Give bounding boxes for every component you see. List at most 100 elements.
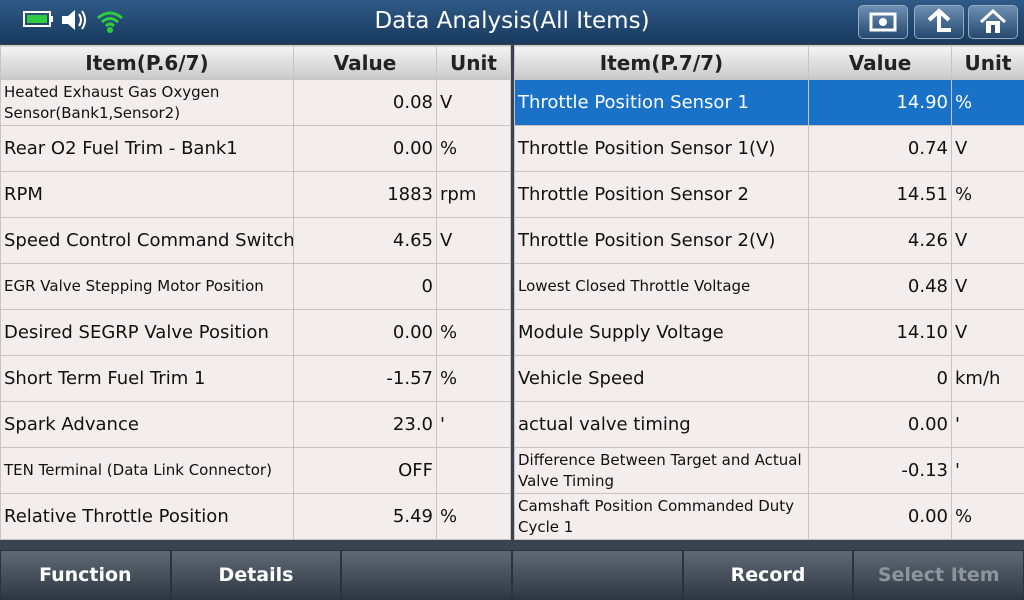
unit-cell: V <box>951 217 1024 264</box>
back-button[interactable] <box>914 5 964 39</box>
unit-cell: % <box>436 125 511 172</box>
data-row[interactable]: EGR Valve Stepping Motor Position 0 <box>0 263 511 310</box>
header-row: Item(P.6/7) Value Unit <box>0 45 511 80</box>
left-table: Item(P.6/7) Value Unit Heated Exhaust Gas O… <box>0 45 511 540</box>
data-row[interactable]: RPM 1883 rpm <box>0 171 511 218</box>
data-row[interactable]: Short Term Fuel Trim 1 -1.57% <box>0 355 511 402</box>
unit-cell: % <box>436 355 511 402</box>
blank-button <box>342 551 512 599</box>
unit-cell: V <box>951 125 1024 172</box>
unit-cell: % <box>951 79 1024 126</box>
unit-cell: V <box>951 263 1024 310</box>
item-cell: Rear O2 Fuel Trim - Bank1 <box>0 125 294 172</box>
item-cell: Module Supply Voltage <box>514 309 809 356</box>
column-header: Unit <box>436 45 511 80</box>
value-cell: OFF <box>293 447 437 494</box>
data-row[interactable]: Lowest Closed Throttle Voltage 0.48 V <box>514 263 1024 310</box>
select-item-button: Select Item <box>854 551 1024 599</box>
title: Data Analysis(All Items) <box>374 8 650 34</box>
value-cell: 5.49 <box>293 493 437 540</box>
item-cell: Throttle Position Sensor 2 <box>514 171 809 218</box>
value-cell: 23.0 <box>293 401 437 448</box>
column-header: Value <box>808 45 952 80</box>
value-cell: 0.00 <box>293 309 437 356</box>
item-cell: Throttle Position Sensor 2(V) <box>514 217 809 264</box>
unit-cell: V <box>436 79 511 126</box>
home-button[interactable] <box>968 5 1018 39</box>
data-row[interactable]: Difference Between Target and Actual Val… <box>514 447 1024 494</box>
data-row[interactable]: actual valve timing 0.00 ' <box>514 401 1024 448</box>
item-cell: Desired SEGRP Valve Position <box>0 309 294 356</box>
column-header: Unit <box>951 45 1024 80</box>
column-header: Item(P.6/7) <box>0 45 294 80</box>
blank-button <box>513 551 682 599</box>
item-cell: RPM <box>0 171 294 218</box>
status-icons <box>23 10 123 33</box>
item-cell: Lowest Closed Throttle Voltage <box>514 263 809 310</box>
unit-cell: rpm <box>436 171 511 218</box>
item-cell: Vehicle Speed <box>514 355 809 402</box>
camera-button[interactable] <box>858 5 908 39</box>
record-button[interactable]: Record <box>683 551 853 599</box>
data-row[interactable]: Desired SEGRP Valve Position 0.00% <box>0 309 511 356</box>
data-row[interactable]: Speed Control Command Switch 4.65 V <box>0 217 511 264</box>
data-row[interactable]: Camshaft Position Commanded Duty Cycle 1… <box>514 493 1024 540</box>
data-row[interactable]: Relative Throttle Position 5.49% <box>0 493 511 540</box>
data-row[interactable]: Vehicle Speed 0 km/h <box>514 355 1024 402</box>
unit-cell: V <box>436 217 511 264</box>
value-cell: 14.10 <box>808 309 952 356</box>
value-cell: 0 <box>293 263 437 310</box>
unit-cell: V <box>951 309 1024 356</box>
data-row[interactable]: Throttle Position Sensor 1(V) 0.74 V <box>514 125 1024 172</box>
unit-cell: ' <box>951 401 1024 448</box>
data-row[interactable]: Throttle Position Sensor 2(V) 4.26 V <box>514 217 1024 264</box>
unit-cell: % <box>951 171 1024 218</box>
item-cell: Throttle Position Sensor 1 <box>514 79 809 126</box>
value-cell: 0.00 <box>808 401 952 448</box>
item-cell: Spark Advance <box>0 401 294 448</box>
right-table: Item(P.7/7) Value Unit Throttle Position Se… <box>514 45 1024 540</box>
item-cell: Relative Throttle Position <box>0 493 294 540</box>
value-cell: 4.26 <box>808 217 952 264</box>
header-row: Item(P.7/7) Value Unit <box>514 45 1024 80</box>
function-button[interactable]: Function <box>1 551 170 599</box>
column-header: Value <box>293 45 437 80</box>
unit-cell: % <box>436 309 511 356</box>
unit-cell <box>436 263 511 310</box>
value-cell: 14.90 <box>808 79 952 126</box>
value-cell: 0.00 <box>293 125 437 172</box>
unit-cell: ' <box>951 447 1024 494</box>
value-cell: -0.13 <box>808 447 952 494</box>
data-row[interactable]: Throttle Position Sensor 2 14.51% <box>514 171 1024 218</box>
unit-cell: % <box>951 493 1024 540</box>
value-cell: 4.65 <box>293 217 437 264</box>
item-cell: actual valve timing <box>514 401 809 448</box>
data-row[interactable]: Module Supply Voltage 14.10 V <box>514 309 1024 356</box>
unit-cell: km/h <box>951 355 1024 402</box>
item-cell: Speed Control Command Switch <box>0 217 294 264</box>
value-cell: 0.48 <box>808 263 952 310</box>
data-row[interactable]: Spark Advance 23.0 ' <box>0 401 511 448</box>
data-row[interactable]: Heated Exhaust Gas Oxygen Sensor(Bank1,S… <box>0 79 511 126</box>
data-row[interactable]: Rear O2 Fuel Trim - Bank1 0.00% <box>0 125 511 172</box>
unit-cell <box>436 447 511 494</box>
item-cell: EGR Valve Stepping Motor Position <box>0 263 294 310</box>
item-cell: Throttle Position Sensor 1(V) <box>514 125 809 172</box>
data-row[interactable]: Throttle Position Sensor 1 14.90% <box>514 79 1024 126</box>
value-cell: 0.00 <box>808 493 952 540</box>
data-row[interactable]: TEN Terminal (Data Link Connector) OFF <box>0 447 511 494</box>
button-bar: Function Details Record Select Item <box>0 550 1024 600</box>
value-cell: -1.57 <box>293 355 437 402</box>
item-cell: TEN Terminal (Data Link Connector) <box>0 447 294 494</box>
value-cell: 0 <box>808 355 952 402</box>
unit-cell: % <box>436 493 511 540</box>
value-cell: 0.74 <box>808 125 952 172</box>
column-header: Item(P.7/7) <box>514 45 809 80</box>
item-cell: Heated Exhaust Gas Oxygen Sensor(Bank1,S… <box>0 79 294 126</box>
item-cell: Camshaft Position Commanded Duty Cycle 1 <box>514 493 809 540</box>
title-bar: Data Analysis(All Items) <box>0 0 1024 44</box>
unit-cell: ' <box>436 401 511 448</box>
item-cell: Short Term Fuel Trim 1 <box>0 355 294 402</box>
details-button[interactable]: Details <box>171 551 341 599</box>
